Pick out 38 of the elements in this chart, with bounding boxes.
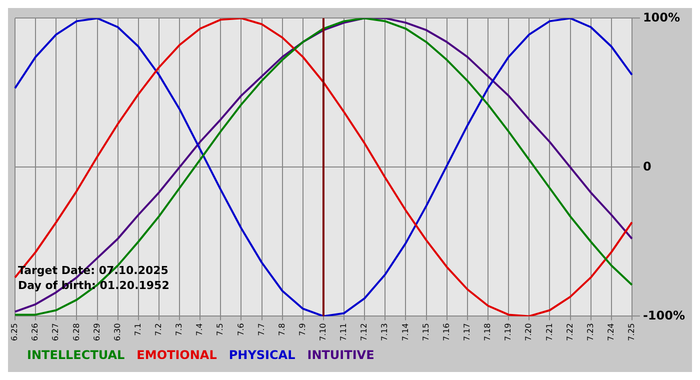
x-tick-label: 7.12 — [360, 323, 369, 341]
x-tick-label: 7.16 — [442, 323, 451, 341]
x-tick-label: 7.4 — [195, 323, 204, 336]
x-tick-label: 7.23 — [586, 323, 595, 341]
x-tick-label: 7.19 — [504, 323, 513, 341]
x-tick-label: 6.25 — [10, 323, 20, 341]
x-tick-label: 7.6 — [236, 323, 246, 336]
y-tick-label: 0 — [642, 159, 652, 174]
text: EMOTIONAL — [136, 348, 218, 362]
x-tick-label: 7.2 — [154, 323, 164, 336]
x-tick-label: 7.10 — [318, 323, 328, 341]
y-tick-label: -100% — [642, 308, 686, 322]
x-tick-label: 6.26 — [30, 323, 40, 341]
text: PHYSICAL — [228, 348, 296, 362]
x-tick-label: 6.28 — [72, 323, 81, 341]
x-tick-label: 7.13 — [380, 323, 390, 341]
text: INTUITIVE — [307, 348, 374, 362]
text: INTELLECTUAL — [27, 348, 126, 362]
x-tick-label: 7.22 — [565, 323, 574, 341]
x-tick-label: 7.3 — [174, 323, 184, 336]
x-tick-label: 7.15 — [421, 323, 430, 341]
x-tick-label: 6.27 — [51, 323, 60, 341]
x-tick-label: 6.29 — [92, 323, 102, 341]
x-tick-label: 6.30 — [112, 323, 122, 341]
x-tick-label: 7.8 — [277, 323, 286, 336]
x-tick-label: 7.7 — [256, 323, 266, 336]
x-tick-label: 7.9 — [298, 323, 307, 336]
y-tick-label: 100% — [642, 10, 680, 24]
x-tick-label: 7.1 — [133, 323, 142, 336]
x-tick-label: 7.25 — [627, 323, 636, 341]
x-tick-label: 7.21 — [544, 323, 554, 341]
x-tick-label: 7.18 — [483, 323, 492, 341]
x-tick-label: 7.5 — [216, 323, 225, 336]
x-tick-label: 7.17 — [462, 323, 472, 341]
x-tick-label: 7.24 — [606, 323, 616, 341]
x-tick-label: 7.20 — [524, 323, 534, 341]
x-tick-label: 7.14 — [400, 323, 410, 341]
x-tick-label: 7.11 — [339, 323, 348, 341]
